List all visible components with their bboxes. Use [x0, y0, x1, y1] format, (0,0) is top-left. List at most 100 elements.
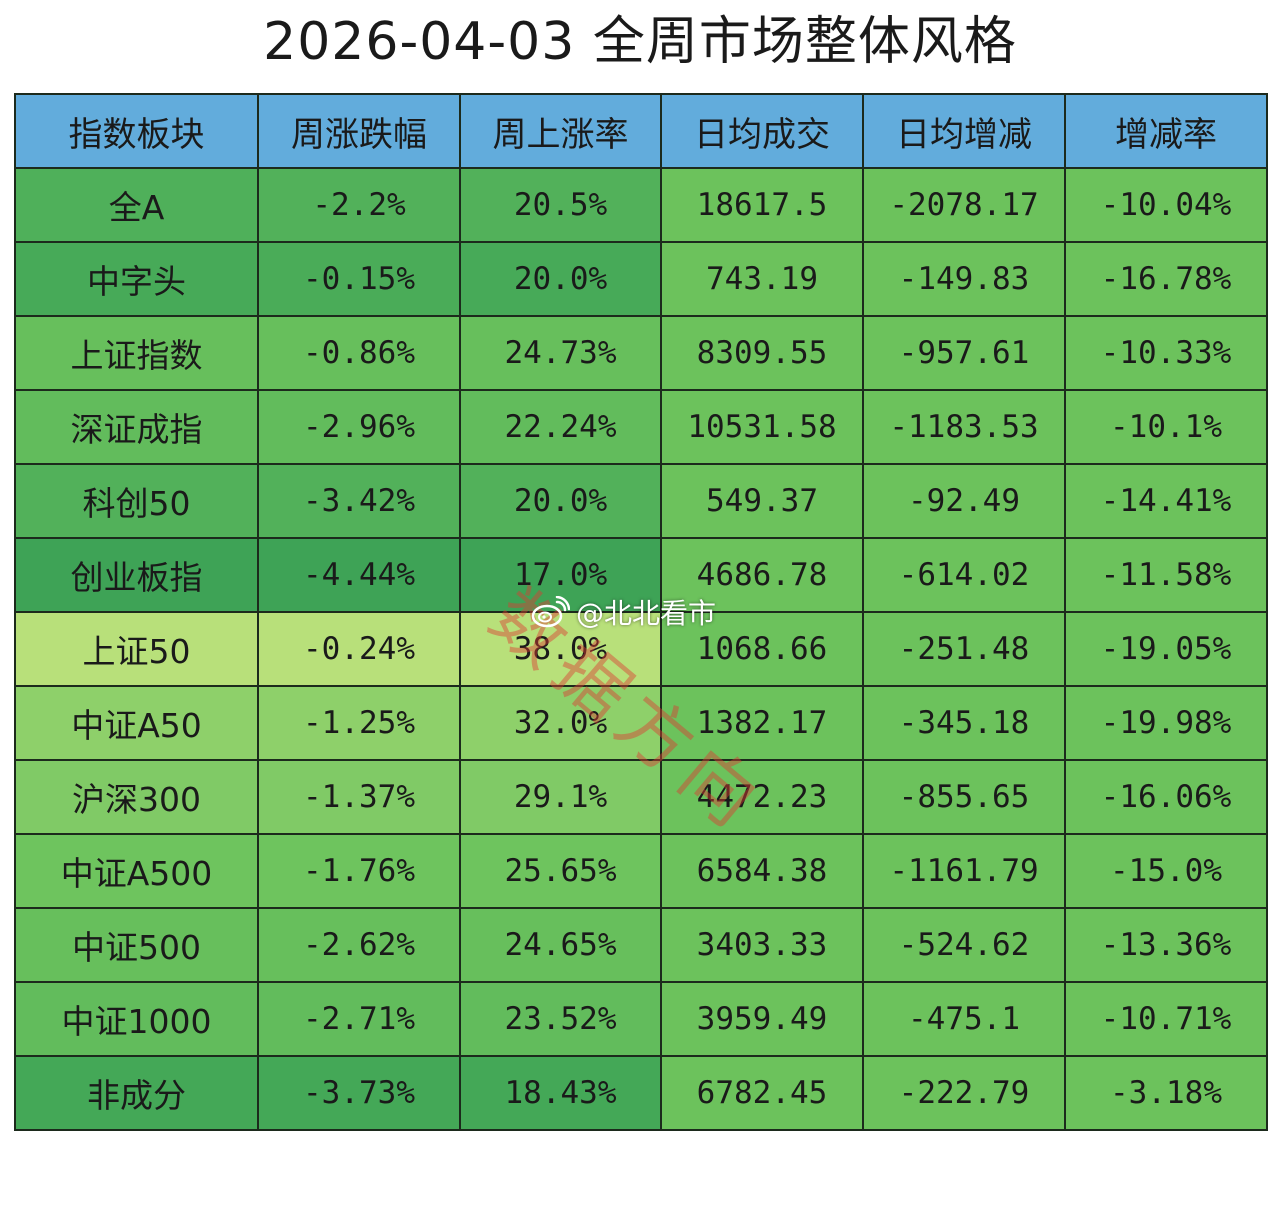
cell-weekly-rise-rate: 20.5%: [459, 167, 662, 243]
table-row: 中字头 -0.15% 20.0% 743.19 -149.83 -16.78%: [14, 241, 1268, 317]
table-row: 中证A500 -1.76% 25.65% 6584.38 -1161.79 -15.0%: [14, 833, 1268, 909]
cell-weekly-change: -2.62%: [257, 907, 461, 983]
cell-daily-avg-delta: -475.1: [862, 981, 1066, 1057]
cell-daily-avg-volume: 4472.23: [660, 759, 864, 835]
cell-delta-rate: -10.04%: [1064, 167, 1268, 243]
cell-index-name: 创业板指: [14, 537, 259, 613]
cell-delta-rate: -3.18%: [1064, 1055, 1268, 1131]
cell-daily-avg-volume: 743.19: [660, 241, 864, 317]
cell-daily-avg-volume: 1382.17: [660, 685, 864, 761]
table-header: 指数板块 周涨跌幅 周上涨率 日均成交 日均增减 增减率: [14, 93, 1268, 169]
header-weekly-change: 周涨跌幅: [257, 93, 461, 169]
cell-weekly-change: -0.86%: [257, 315, 461, 391]
cell-weekly-change: -0.15%: [257, 241, 461, 317]
cell-weekly-rise-rate: 24.73%: [459, 315, 662, 391]
cell-daily-avg-delta: -614.02: [862, 537, 1066, 613]
cell-weekly-change: -1.25%: [257, 685, 461, 761]
cell-delta-rate: -19.98%: [1064, 685, 1268, 761]
cell-weekly-change: -3.42%: [257, 463, 461, 539]
cell-weekly-change: -1.37%: [257, 759, 461, 835]
cell-daily-avg-volume: 10531.58: [660, 389, 864, 465]
cell-index-name: 中证500: [14, 907, 259, 983]
cell-index-name: 中证A500: [14, 833, 259, 909]
cell-index-name: 中字头: [14, 241, 259, 317]
cell-weekly-change: -0.24%: [257, 611, 461, 687]
table-row: 中证A50 -1.25% 32.0% 1382.17 -345.18 -19.98%: [14, 685, 1268, 761]
cell-daily-avg-volume: 3403.33: [660, 907, 864, 983]
cell-daily-avg-volume: 3959.49: [660, 981, 864, 1057]
cell-index-name: 非成分: [14, 1055, 259, 1131]
table-row: 科创50 -3.42% 20.0% 549.37 -92.49 -14.41%: [14, 463, 1268, 539]
cell-delta-rate: -10.71%: [1064, 981, 1268, 1057]
cell-daily-avg-volume: 4686.78: [660, 537, 864, 613]
cell-weekly-rise-rate: 17.0%: [459, 537, 662, 613]
cell-weekly-change: -2.96%: [257, 389, 461, 465]
cell-weekly-rise-rate: 24.65%: [459, 907, 662, 983]
cell-daily-avg-delta: -92.49: [862, 463, 1066, 539]
cell-index-name: 沪深300: [14, 759, 259, 835]
table-row: 创业板指 -4.44% 17.0% 4686.78 -614.02 -11.58%: [14, 537, 1268, 613]
cell-daily-avg-delta: -855.65: [862, 759, 1066, 835]
cell-daily-avg-delta: -2078.17: [862, 167, 1066, 243]
cell-index-name: 深证成指: [14, 389, 259, 465]
cell-daily-avg-volume: 6782.45: [660, 1055, 864, 1131]
header-delta-rate: 增减率: [1064, 93, 1268, 169]
cell-weekly-rise-rate: 20.0%: [459, 241, 662, 317]
header-daily-avg-delta: 日均增减: [862, 93, 1066, 169]
cell-weekly-change: -2.71%: [257, 981, 461, 1057]
market-style-table: 指数板块 周涨跌幅 周上涨率 日均成交 日均增减 增减率 全A -2.2% 20.5…: [14, 93, 1268, 1131]
cell-weekly-rise-rate: 23.52%: [459, 981, 662, 1057]
cell-index-name: 上证指数: [14, 315, 259, 391]
cell-daily-avg-delta: -1161.79: [862, 833, 1066, 909]
cell-weekly-change: -2.2%: [257, 167, 461, 243]
cell-weekly-rise-rate: 20.0%: [459, 463, 662, 539]
cell-index-name: 全A: [14, 167, 259, 243]
table-row: 全A -2.2% 20.5% 18617.5 -2078.17 -10.04%: [14, 167, 1268, 243]
cell-delta-rate: -14.41%: [1064, 463, 1268, 539]
cell-weekly-change: -4.44%: [257, 537, 461, 613]
cell-delta-rate: -11.58%: [1064, 537, 1268, 613]
cell-delta-rate: -16.06%: [1064, 759, 1268, 835]
cell-delta-rate: -15.0%: [1064, 833, 1268, 909]
cell-daily-avg-volume: 18617.5: [660, 167, 864, 243]
cell-daily-avg-delta: -251.48: [862, 611, 1066, 687]
cell-daily-avg-delta: -1183.53: [862, 389, 1066, 465]
cell-delta-rate: -19.05%: [1064, 611, 1268, 687]
cell-delta-rate: -13.36%: [1064, 907, 1268, 983]
cell-delta-rate: -10.33%: [1064, 315, 1268, 391]
table-row: 深证成指 -2.96% 22.24% 10531.58 -1183.53 -10.1%: [14, 389, 1268, 465]
cell-daily-avg-delta: -524.62: [862, 907, 1066, 983]
cell-daily-avg-delta: -149.83: [862, 241, 1066, 317]
cell-daily-avg-volume: 549.37: [660, 463, 864, 539]
cell-daily-avg-volume: 1068.66: [660, 611, 864, 687]
cell-weekly-rise-rate: 32.0%: [459, 685, 662, 761]
table-row: 上证50 -0.24% 38.0% 1068.66 -251.48 -19.05%: [14, 611, 1268, 687]
cell-daily-avg-delta: -957.61: [862, 315, 1066, 391]
cell-daily-avg-delta: -222.79: [862, 1055, 1066, 1131]
cell-delta-rate: -16.78%: [1064, 241, 1268, 317]
page-title: 2026-04-03 全周市场整体风格: [263, 12, 1017, 72]
cell-index-name: 上证50: [14, 611, 259, 687]
header-daily-avg-volume: 日均成交: [660, 93, 864, 169]
cell-weekly-rise-rate: 18.43%: [459, 1055, 662, 1131]
cell-index-name: 中证A50: [14, 685, 259, 761]
cell-weekly-rise-rate: 25.65%: [459, 833, 662, 909]
cell-index-name: 中证1000: [14, 981, 259, 1057]
table-row: 非成分 -3.73% 18.43% 6782.45 -222.79 -3.18%: [14, 1055, 1268, 1131]
cell-weekly-rise-rate: 22.24%: [459, 389, 662, 465]
cell-index-name: 科创50: [14, 463, 259, 539]
cell-weekly-rise-rate: 38.0%: [459, 611, 662, 687]
table-row: 沪深300 -1.37% 29.1% 4472.23 -855.65 -16.06%: [14, 759, 1268, 835]
cell-daily-avg-delta: -345.18: [862, 685, 1066, 761]
cell-weekly-rise-rate: 29.1%: [459, 759, 662, 835]
table-row: 中证1000 -2.71% 23.52% 3959.49 -475.1 -10.71%: [14, 981, 1268, 1057]
table-row: 中证500 -2.62% 24.65% 3403.33 -524.62 -13.36%: [14, 907, 1268, 983]
cell-delta-rate: -10.1%: [1064, 389, 1268, 465]
header-weekly-rise-rate: 周上涨率: [459, 93, 662, 169]
header-row: 指数板块 周涨跌幅 周上涨率 日均成交 日均增减 增减率: [14, 93, 1268, 169]
table-row: 上证指数 -0.86% 24.73% 8309.55 -957.61 -10.33%: [14, 315, 1268, 391]
cell-daily-avg-volume: 8309.55: [660, 315, 864, 391]
cell-daily-avg-volume: 6584.38: [660, 833, 864, 909]
cell-weekly-change: -3.73%: [257, 1055, 461, 1131]
header-index-sector: 指数板块: [14, 93, 259, 169]
